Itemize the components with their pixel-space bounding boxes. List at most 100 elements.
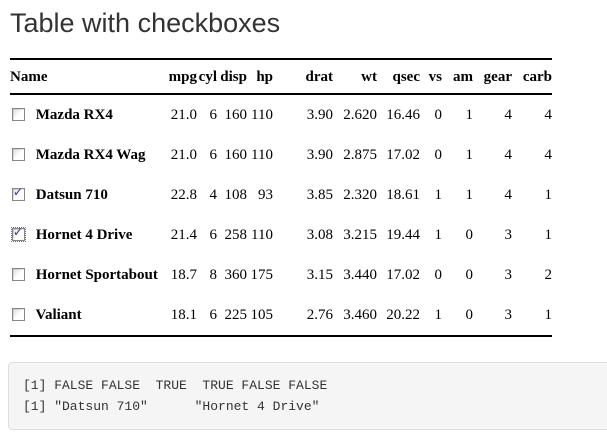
col-header-am: am <box>442 59 473 95</box>
col-header-cyl: cyl <box>197 59 217 95</box>
row-name-cell: Hornet 4 Drive <box>10 215 152 255</box>
row-name: Mazda RX4 Wag <box>35 146 146 163</box>
row-value: 110 <box>251 146 273 163</box>
row-value: 2.620 <box>343 106 377 123</box>
col-header-name: Name <box>10 59 152 95</box>
col-header-qsec: qsec <box>377 59 420 95</box>
col-header-disp: disp <box>217 59 247 95</box>
row-value: 175 <box>250 266 274 283</box>
row-value: 110 <box>251 106 273 123</box>
row-value: 19.44 <box>386 226 420 243</box>
table-row: Datsun 710 22.8 4 108 93 3.85 2.320 18.61 1 1 4 1 <box>10 175 552 215</box>
table-row: Valiant 18.1 6 225 105 2.76 3.460 20.22 1 0 3 1 <box>10 295 552 336</box>
col-header-gear: gear <box>473 59 512 95</box>
row-value: 0 <box>465 226 474 243</box>
row-name-cell: Datsun 710 <box>10 175 152 215</box>
row-value: 6 <box>209 106 218 123</box>
row-checkbox[interactable] <box>11 226 26 242</box>
col-header-carb: carb <box>512 59 552 95</box>
row-value: 22.8 <box>170 186 197 203</box>
row-value: 17.02 <box>386 146 420 163</box>
cars-table: Name mpg cyl disp hp drat wt qsec vs am gear carb M… <box>10 58 552 337</box>
row-name: Hornet Sportabout <box>35 266 158 283</box>
row-value: 3.85 <box>306 186 333 203</box>
row-value: 4 <box>504 146 513 163</box>
row-checkbox[interactable] <box>12 186 25 201</box>
col-header-vs: vs <box>420 59 442 95</box>
row-value: 108 <box>224 186 248 203</box>
row-name: Valiant <box>35 306 82 323</box>
row-value: 4 <box>504 106 513 123</box>
row-value: 21.0 <box>170 146 197 163</box>
row-value: 3 <box>504 226 513 243</box>
page-title: Table with checkboxes <box>10 8 281 38</box>
row-name: Datsun 710 <box>35 186 108 203</box>
col-header-mpg: mpg <box>152 59 197 95</box>
row-value: 3.460 <box>343 306 377 323</box>
row-value: 3.90 <box>306 106 333 123</box>
row-value: 21.4 <box>170 226 197 243</box>
row-value: 18.7 <box>170 266 197 283</box>
row-name: Hornet 4 Drive <box>35 226 133 243</box>
row-value: 1 <box>465 146 474 163</box>
table-header-row: Name mpg cyl disp hp drat wt qsec vs am gear carb <box>10 59 552 95</box>
row-value: 1 <box>465 106 474 123</box>
console-output: [1] FALSE FALSE TRUE TRUE FALSE FALSE [1… <box>8 362 607 430</box>
row-name-cell: Valiant <box>10 295 152 336</box>
row-value: 6 <box>209 226 218 243</box>
row-value: 18.1 <box>170 306 197 323</box>
row-value: 0 <box>465 306 474 323</box>
row-value: 3.08 <box>306 226 333 243</box>
row-checkbox[interactable] <box>12 147 25 161</box>
row-value: 1 <box>544 306 553 323</box>
row-checkbox[interactable] <box>12 267 25 281</box>
row-value: 4 <box>544 146 553 163</box>
row-value: 1 <box>434 186 443 203</box>
row-value: 258 <box>224 226 248 243</box>
row-value: 18.61 <box>386 186 420 203</box>
row-value: 3.90 <box>306 146 333 163</box>
row-value: 16.46 <box>386 106 420 123</box>
row-name-cell: Mazda RX4 <box>10 94 152 135</box>
row-value: 4 <box>504 186 513 203</box>
row-checkbox[interactable] <box>12 307 25 321</box>
row-value: 1 <box>434 226 443 243</box>
row-value: 0 <box>434 266 443 283</box>
row-value: 2.320 <box>343 186 377 203</box>
row-value: 3 <box>504 266 513 283</box>
row-value: 110 <box>251 226 273 243</box>
row-value: 360 <box>224 266 248 283</box>
row-value: 93 <box>258 186 273 203</box>
table-row: Hornet 4 Drive 21.4 6 258 110 3.08 3.215 19.44… <box>10 215 552 255</box>
row-value: 1 <box>465 186 474 203</box>
row-value: 3.215 <box>343 226 377 243</box>
row-value: 105 <box>250 306 274 323</box>
console-line-names: [1] "Datsun 710" "Hornet 4 Drive" <box>23 399 320 414</box>
row-value: 3 <box>504 306 513 323</box>
row-value: 1 <box>544 226 553 243</box>
row-name: Mazda RX4 <box>35 106 113 123</box>
row-name-cell: Hornet Sportabout <box>10 255 158 295</box>
row-name-cell: Mazda RX4 Wag <box>10 135 152 175</box>
row-value: 3.440 <box>343 266 377 283</box>
col-header-hp: hp <box>247 59 273 95</box>
row-checkbox[interactable] <box>12 107 25 121</box>
row-value: 1 <box>544 186 553 203</box>
row-value: 2.875 <box>343 146 377 163</box>
row-value: 21.0 <box>170 106 197 123</box>
row-value: 4 <box>544 106 553 123</box>
table-row: Mazda RX4 21.0 6 160 110 3.90 2.620 16.46 0 1 4 4 <box>10 94 552 135</box>
row-value: 6 <box>209 306 218 323</box>
row-value: 160 <box>224 106 248 123</box>
col-header-drat: drat <box>273 59 333 95</box>
table-row: Hornet Sportabout 18.7 8 360 175 3.15 3.440 17… <box>10 255 552 295</box>
row-value: 20.22 <box>386 306 420 323</box>
row-value: 0 <box>434 146 443 163</box>
col-header-wt: wt <box>333 59 377 95</box>
table-row: Mazda RX4 Wag 21.0 6 160 110 3.90 2.875 17.02 0… <box>10 135 552 175</box>
row-value: 4 <box>209 186 218 203</box>
row-value: 3.15 <box>306 266 333 283</box>
row-value: 160 <box>224 146 248 163</box>
row-value: 225 <box>224 306 248 323</box>
